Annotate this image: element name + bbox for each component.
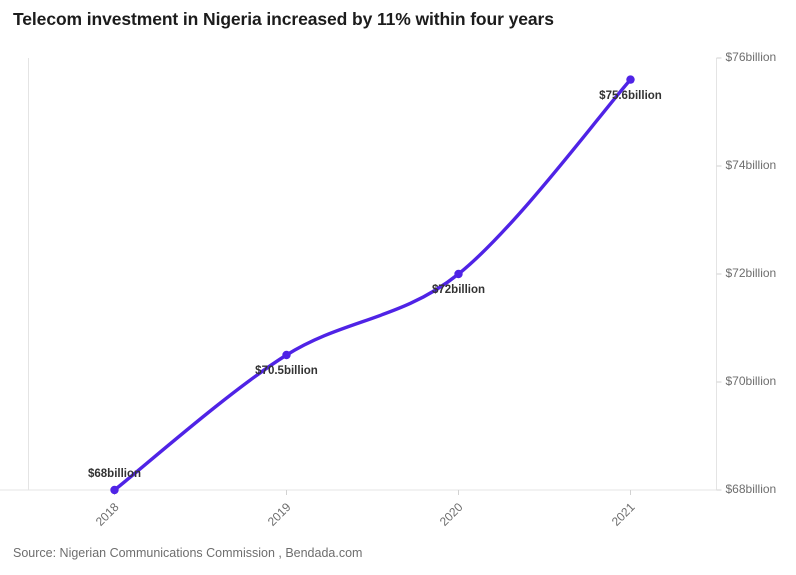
data-point-marker	[454, 269, 463, 279]
source-caption: Source: Nigerian Communications Commissi…	[13, 546, 363, 560]
series-line	[112, 77, 633, 492]
chart-title: Telecom investment in Nigeria increased …	[13, 9, 554, 29]
data-point-marker	[110, 485, 119, 495]
data-point-marker	[282, 350, 291, 360]
data-point-marker	[626, 75, 635, 84]
